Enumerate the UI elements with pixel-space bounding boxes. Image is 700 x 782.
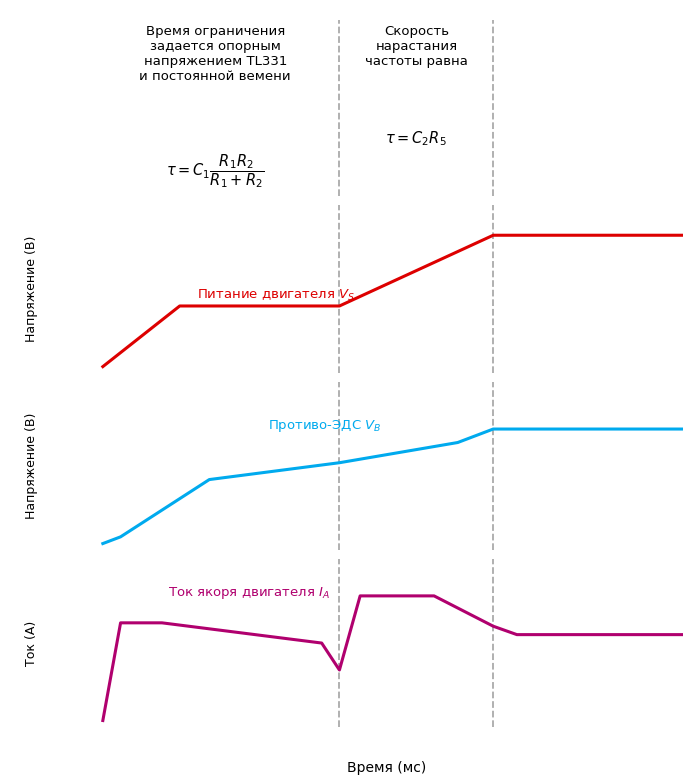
Text: Противо-ЭДС $V_B$: Противо-ЭДС $V_B$ [269, 418, 382, 434]
Text: Питание двигателя $V_S$: Питание двигателя $V_S$ [197, 289, 356, 303]
Text: Напряжение (В): Напряжение (В) [25, 236, 38, 343]
Text: $\tau = C_1\dfrac{R_1R_2}{R_1+R_2}$: $\tau = C_1\dfrac{R_1R_2}{R_1+R_2}$ [166, 152, 265, 190]
Text: Скорость
нарастания
частоты равна: Скорость нарастания частоты равна [365, 25, 468, 68]
Text: Время ограничения
задается опорным
напряжением TL331
и постоянной вемени: Время ограничения задается опорным напря… [139, 25, 291, 83]
Text: Ток (А): Ток (А) [25, 620, 38, 665]
Text: Время (мс): Время (мс) [347, 761, 426, 775]
Text: Напряжение (В): Напряжение (В) [25, 413, 38, 519]
Text: $\tau = C_2R_5$: $\tau = C_2R_5$ [386, 129, 447, 148]
Text: Ток якоря двигателя $I_A$: Ток якоря двигателя $I_A$ [168, 584, 330, 601]
